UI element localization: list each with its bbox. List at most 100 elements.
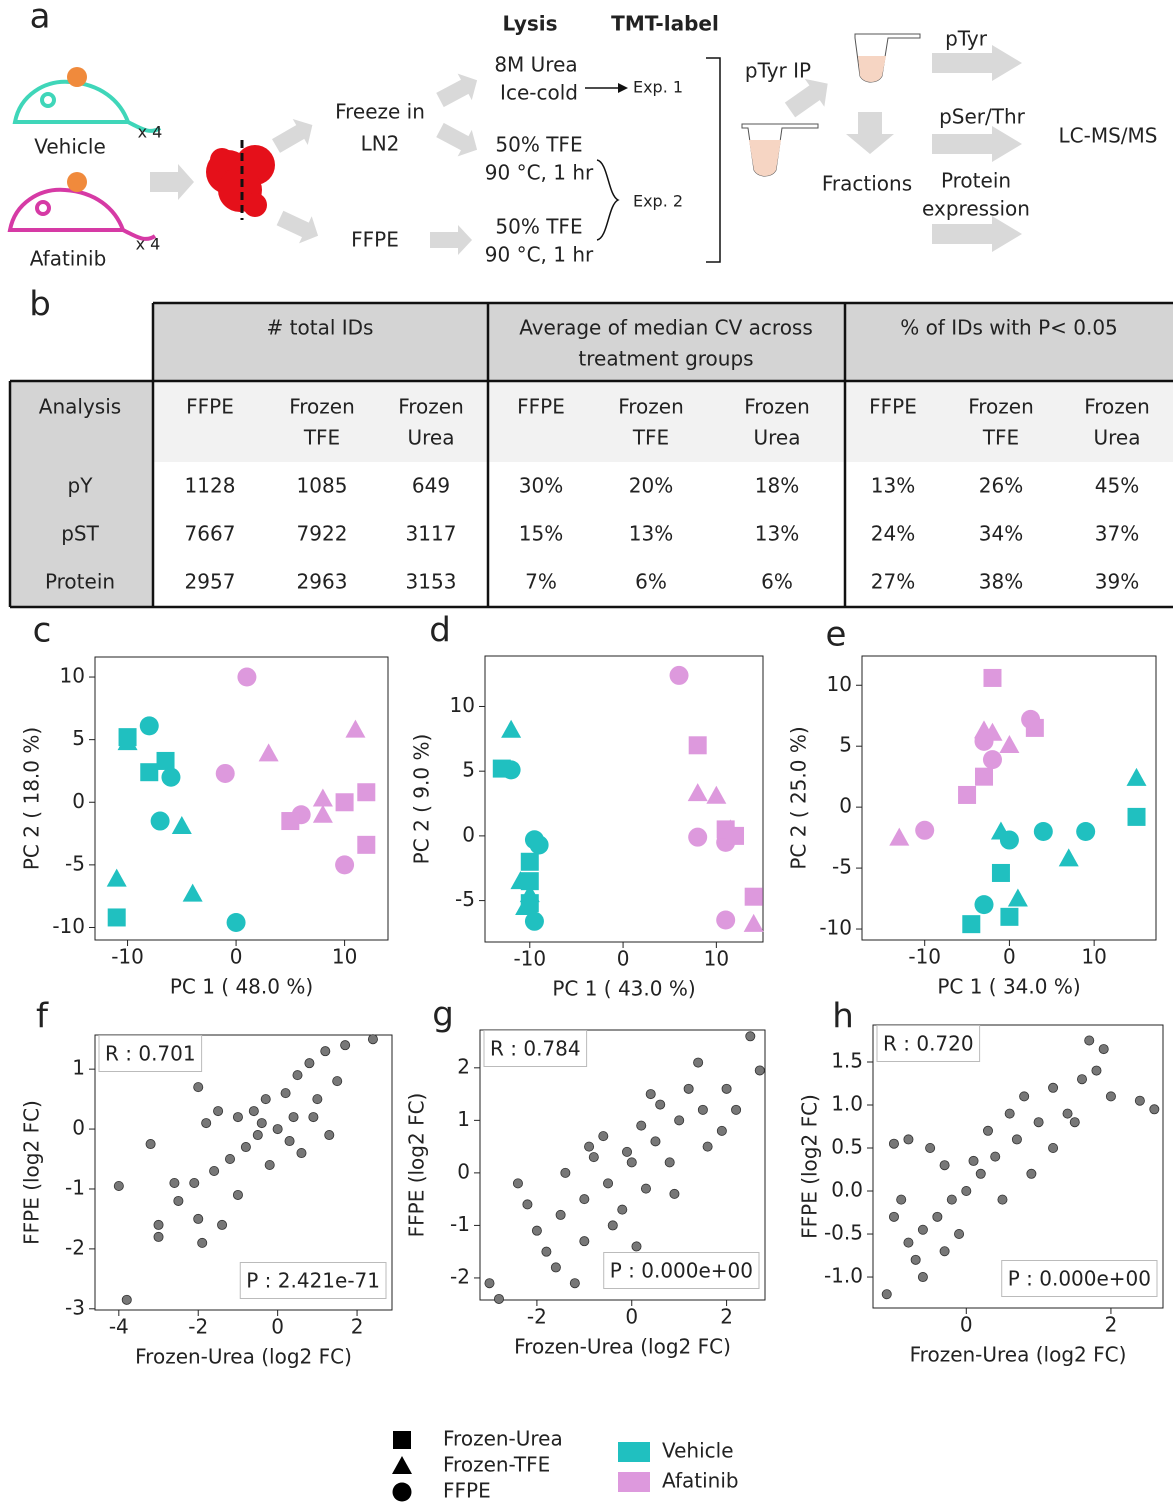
y-tick-label: 2: [457, 1054, 470, 1078]
cell: 37%: [1095, 522, 1139, 546]
point: [281, 1089, 290, 1098]
y-tick-label: 0.5: [831, 1135, 863, 1159]
point: [341, 1041, 350, 1050]
annotation: P : 0.000e+00: [1008, 1267, 1151, 1291]
point: [313, 1095, 322, 1104]
point: [694, 1058, 703, 1067]
arrows: [150, 45, 1022, 255]
label: 90 °C, 1 hr: [485, 243, 594, 267]
point: [904, 1238, 913, 1247]
marker-circle: [915, 821, 934, 840]
point: [918, 1272, 927, 1281]
point: [1048, 1083, 1057, 1092]
cell: 13%: [755, 522, 799, 546]
marker-circle: [1076, 822, 1095, 841]
column-header: FFPE: [869, 395, 917, 419]
y-tick-label: -1: [65, 1175, 85, 1199]
label: TMT-label: [611, 12, 719, 36]
legend-label: Frozen-Urea: [443, 1427, 563, 1451]
y-tick-label: 5: [72, 726, 85, 750]
label: Lysis: [502, 12, 557, 36]
diagram: Lysis TMT-label Vehicle x 4 Afatinib x 4…: [10, 12, 1157, 271]
point: [114, 1181, 123, 1190]
plot-frame: [862, 656, 1156, 940]
point: [940, 1247, 949, 1256]
point: [670, 1189, 679, 1198]
y-tick-label: 0: [839, 794, 852, 818]
marker-square: [521, 853, 539, 871]
marker-square: [108, 908, 126, 926]
point: [190, 1178, 199, 1187]
marker-circle: [525, 912, 544, 931]
point: [637, 1121, 646, 1130]
x-tick-label: 0: [1003, 945, 1016, 969]
cell: 1128: [185, 474, 236, 498]
point: [1092, 1066, 1101, 1075]
table: # total IDsAverage of median CV acrosstr…: [10, 303, 1173, 607]
point: [627, 1158, 636, 1167]
marker-circle: [530, 835, 549, 854]
label: Exp. 1: [633, 78, 683, 97]
y-tick-label: 1.5: [831, 1048, 863, 1072]
x-tick-label: -10: [513, 947, 546, 971]
marker-circle: [983, 750, 1002, 769]
x-tick-label: -2: [527, 1305, 547, 1329]
cell: 30%: [519, 474, 563, 498]
x-axis-label: PC 1 ( 48.0 %): [170, 975, 313, 999]
point: [523, 1200, 532, 1209]
panel-label: h: [832, 997, 854, 1037]
point: [954, 1229, 963, 1238]
panel-label: d: [429, 611, 451, 651]
subheader-bg: [153, 381, 1173, 462]
point: [698, 1105, 707, 1114]
point: [570, 1279, 579, 1288]
y-tick-label: 0.0: [831, 1178, 863, 1202]
y-tick-label: 1.0: [831, 1091, 863, 1115]
x-tick-label: 10: [1081, 945, 1106, 969]
column-header: FFPE: [186, 395, 234, 419]
group-header: treatment groups: [578, 347, 753, 371]
point: [233, 1190, 242, 1199]
point: [1077, 1075, 1086, 1084]
panel-label: b: [29, 285, 51, 325]
cell: 7922: [297, 522, 348, 546]
cell: 7%: [525, 570, 557, 594]
point: [513, 1179, 522, 1188]
point: [684, 1084, 693, 1093]
point: [656, 1100, 665, 1109]
cell: 13%: [871, 474, 915, 498]
cell: 15%: [519, 522, 563, 546]
x-axis-label: Frozen-Urea (log2 FC): [135, 1345, 352, 1369]
point: [1005, 1109, 1014, 1118]
label: Freeze in: [335, 100, 425, 124]
label: pTyr: [945, 27, 988, 51]
label: 90 °C, 1 hr: [485, 161, 594, 185]
marker-square: [975, 768, 993, 786]
y-tick-label: 1: [72, 1056, 85, 1080]
annotation: R : 0.720: [883, 1032, 974, 1056]
point: [542, 1247, 551, 1256]
point: [599, 1132, 608, 1141]
point: [1150, 1105, 1159, 1114]
point: [368, 1035, 377, 1044]
bracket: [706, 58, 720, 262]
x-tick-label: -10: [111, 945, 144, 969]
marker-square: [962, 915, 980, 933]
point: [305, 1059, 314, 1068]
point: [717, 1126, 726, 1135]
y-tick-label: 0: [72, 1116, 85, 1140]
panel-label: c: [33, 611, 52, 651]
cell: 6%: [635, 570, 667, 594]
x-axis-label: Frozen-Urea (log2 FC): [910, 1343, 1127, 1367]
point: [1085, 1036, 1094, 1045]
y-tick-label: -5: [455, 887, 475, 911]
point: [551, 1263, 560, 1272]
point: [882, 1290, 891, 1299]
legend-marker: [393, 1483, 412, 1502]
point: [940, 1161, 949, 1170]
point: [618, 1205, 627, 1214]
marker-circle: [140, 716, 159, 735]
y-tick-label: -2: [450, 1264, 470, 1288]
cell: 39%: [1095, 570, 1139, 594]
y-tick-label: -10: [819, 916, 852, 940]
